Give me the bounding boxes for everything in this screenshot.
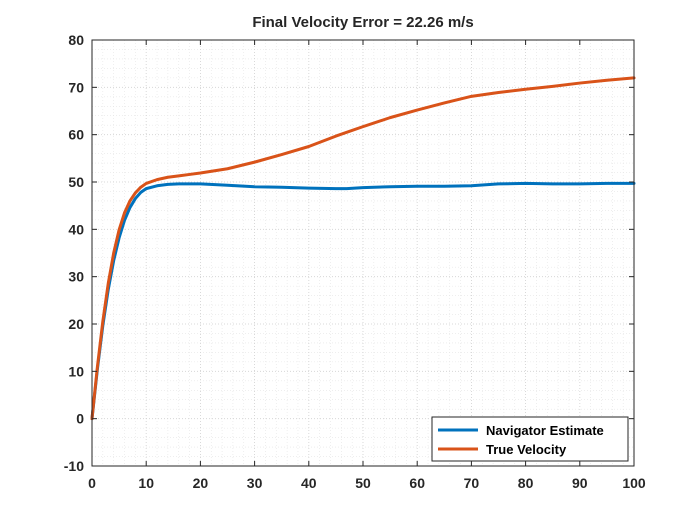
chart-title: Final Velocity Error = 22.26 m/s bbox=[252, 14, 473, 31]
legend-label: Navigator Estimate bbox=[486, 423, 604, 438]
series-line-true-velocity bbox=[90, 76, 636, 421]
legend-label: True Velocity bbox=[486, 442, 567, 457]
y-tick-label: -10 bbox=[64, 458, 84, 474]
x-tick-labels: 0 10 20 30 40 50 60 70 80 90 100 bbox=[88, 475, 646, 491]
series-layer bbox=[90, 76, 636, 421]
y-tick-labels: -10 0 10 20 30 40 50 60 70 80 bbox=[64, 32, 84, 474]
x-tick-label: 80 bbox=[518, 475, 534, 491]
x-tick-label: 90 bbox=[572, 475, 588, 491]
x-tick-label: 70 bbox=[464, 475, 480, 491]
x-tick-label: 40 bbox=[301, 475, 317, 491]
x-tick-label: 100 bbox=[622, 475, 646, 491]
y-tick-label: 40 bbox=[68, 221, 84, 237]
y-tick-label: 10 bbox=[68, 363, 84, 379]
series-line-navigator-estimate bbox=[90, 181, 636, 421]
y-tick-label: 20 bbox=[68, 316, 84, 332]
x-tick-label: 60 bbox=[409, 475, 425, 491]
legend[interactable]: Navigator Estimate True Velocity bbox=[431, 416, 629, 462]
x-tick-label: 50 bbox=[355, 475, 371, 491]
x-tick-label: 10 bbox=[138, 475, 154, 491]
y-tick-label: 30 bbox=[68, 269, 84, 285]
y-tick-label: 80 bbox=[68, 32, 84, 48]
y-tick-label: 70 bbox=[68, 79, 84, 95]
x-tick-label: 20 bbox=[193, 475, 209, 491]
y-tick-label: 50 bbox=[68, 174, 84, 190]
x-tick-label: 30 bbox=[247, 475, 263, 491]
y-tick-label: 60 bbox=[68, 127, 84, 143]
x-tick-label: 0 bbox=[88, 475, 96, 491]
tick-marks bbox=[91, 39, 635, 467]
legend-box bbox=[431, 416, 629, 462]
y-tick-label: 0 bbox=[76, 411, 84, 427]
